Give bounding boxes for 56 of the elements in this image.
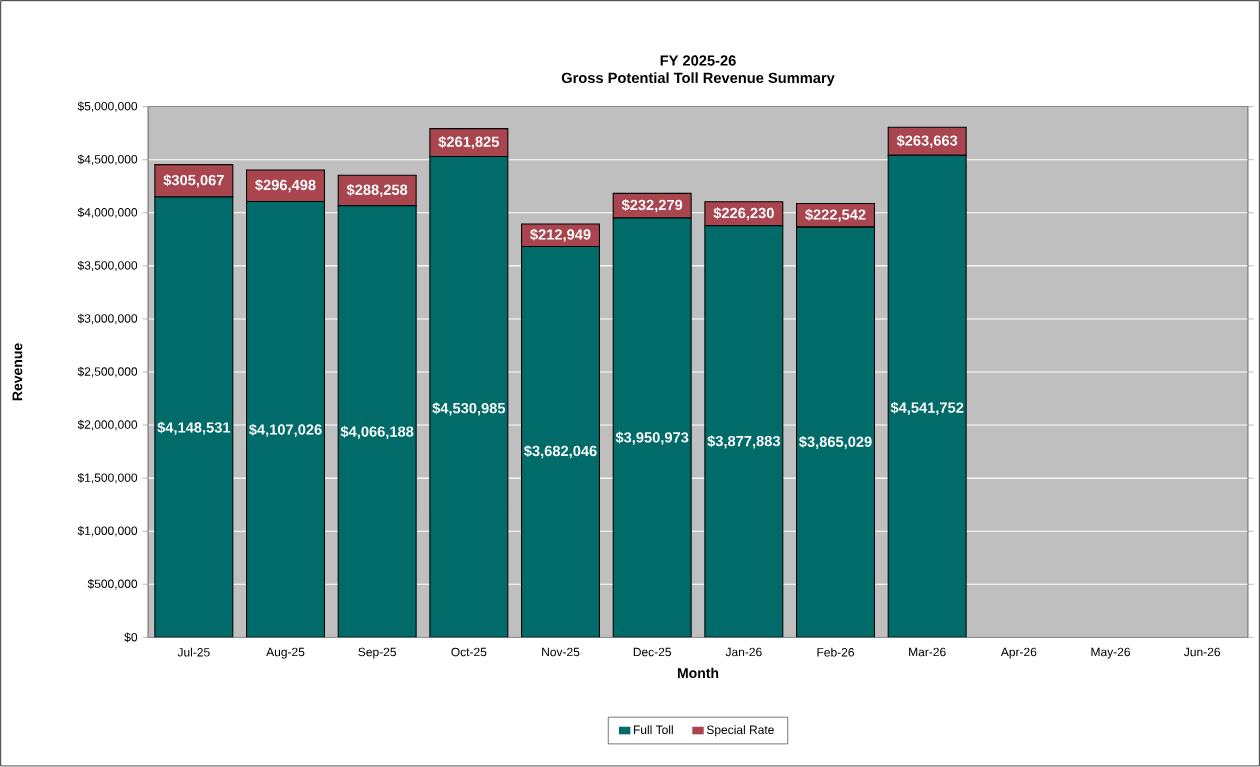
data-label: $305,067 [163, 174, 224, 188]
data-label: $3,877,883 [707, 435, 781, 449]
y-tick-label: $2,500,000 [77, 366, 138, 378]
legend-label: Full Toll [633, 725, 673, 735]
y-tick-label: $0 [124, 632, 138, 643]
data-label: $4,066,188 [340, 425, 414, 440]
x-tick-label: Aug-25 [266, 647, 305, 659]
bar [887, 154, 967, 638]
data-label: $4,107,026 [248, 423, 322, 438]
bar [429, 156, 508, 638]
data-label: $4,148,531 [157, 421, 231, 435]
y-tick-label: $1,500,000 [77, 473, 138, 484]
y-tick-label: $5,000,000 [77, 101, 138, 113]
data-label: $296,498 [255, 179, 316, 193]
data-label: $3,950,973 [615, 431, 689, 445]
data-label: $232,279 [621, 199, 683, 213]
data-label: $261,825 [438, 136, 499, 150]
data-label: $4,530,985 [432, 402, 506, 416]
bar [613, 218, 692, 638]
x-tick-label: Dec-25 [633, 647, 671, 657]
bar [246, 201, 325, 638]
x-tick-label: Jan-26 [725, 647, 762, 657]
data-label: $226,230 [713, 207, 774, 221]
y-tick-label: $3,500,000 [77, 260, 138, 272]
x-tick-label: Apr-26 [1000, 647, 1037, 659]
chart-subtitle: Gross Potential Toll Revenue Summary [561, 72, 835, 87]
bar [796, 227, 875, 638]
x-tick-label: Mar-26 [909, 647, 946, 657]
bar [521, 246, 600, 638]
x-tick-label: Oct-25 [451, 647, 487, 657]
data-label: $222,542 [805, 208, 866, 223]
x-tick-label: Nov-25 [542, 647, 580, 657]
bar [338, 205, 417, 638]
y-tick-label: $500,000 [87, 579, 138, 590]
y-tick-label: $1,000,000 [77, 526, 138, 537]
data-label: $3,682,046 [524, 445, 597, 459]
x-tick-label: Sep-25 [358, 647, 397, 659]
y-tick-label: $4,000,000 [77, 207, 138, 219]
y-tick-label: $2,000,000 [77, 420, 138, 431]
legend-label: Special Rate [706, 725, 774, 737]
x-tick-label: Jul-25 [177, 647, 210, 657]
y-axis-title: Revenue [12, 343, 23, 401]
y-tick-label: $3,000,000 [77, 313, 138, 325]
x-tick-label: Feb-26 [817, 647, 854, 657]
x-tick-label: Jun-26 [1184, 647, 1220, 657]
data-label: $212,949 [530, 228, 591, 242]
bar [154, 197, 233, 638]
chart-title: FY 2025-26 [660, 55, 736, 66]
data-label: $4,541,752 [890, 401, 964, 416]
x-axis-title: Month [677, 667, 719, 679]
bar [704, 225, 783, 638]
x-tick-label: May-26 [1091, 647, 1130, 659]
data-label: $263,663 [896, 134, 958, 149]
y-tick-label: $4,500,000 [77, 154, 138, 166]
data-label: $3,865,029 [798, 436, 872, 450]
data-label: $288,258 [346, 184, 408, 198]
